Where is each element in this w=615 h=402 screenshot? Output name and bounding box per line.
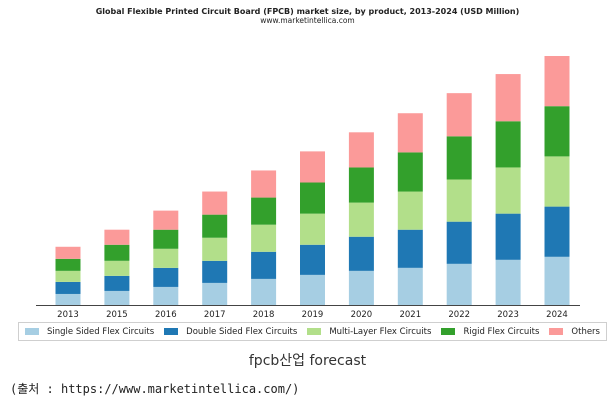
bar-segment — [104, 260, 130, 276]
bar-segment — [397, 113, 423, 153]
bar-segment — [202, 282, 228, 305]
x-tick-label: 2023 — [497, 310, 519, 320]
bar-segment — [202, 260, 228, 283]
bar-segment — [251, 251, 277, 279]
legend-label: Single Sided Flex Circuits — [47, 326, 155, 337]
legend-swatch — [441, 328, 456, 335]
source-note: (출처 : https://www.marketintellica.com/) — [10, 382, 300, 396]
bar-segment — [55, 281, 81, 294]
bar-segment — [397, 191, 423, 230]
bar-segment — [495, 121, 521, 168]
x-tick-label: 2013 — [57, 310, 79, 320]
x-tick-label: 2020 — [351, 310, 373, 320]
legend-swatch — [549, 328, 564, 335]
legend-swatch — [307, 328, 322, 335]
bar-segment — [202, 214, 228, 238]
x-tick-label: 2021 — [399, 310, 421, 320]
bar-segment — [104, 275, 130, 291]
bar-segment — [544, 206, 570, 257]
bar-segment — [544, 256, 570, 305]
bar-segment — [446, 263, 472, 305]
legend-item: Multi-Layer Flex Circuits — [307, 327, 431, 337]
bar-segment — [446, 136, 472, 180]
bar-segment — [446, 221, 472, 264]
bar-segment — [495, 74, 521, 122]
chart-subtitle: www.marketintellica.com — [260, 16, 355, 25]
x-tick-label: 2016 — [155, 310, 177, 320]
figure-caption: fpcb산업 forecast — [248, 353, 367, 369]
bar-segment — [495, 167, 521, 214]
bar-segment — [300, 244, 325, 275]
x-tick-label: 2017 — [204, 310, 226, 320]
bar-segment — [153, 286, 179, 305]
bar-segment — [104, 290, 130, 305]
x-tick-label: 2019 — [302, 310, 324, 320]
bar-segment — [55, 258, 81, 271]
bar-segment — [104, 244, 130, 261]
bar-segment — [251, 170, 277, 198]
bar-segment — [348, 167, 374, 203]
bar-segment — [251, 278, 277, 305]
bar-segment — [544, 106, 570, 157]
legend-swatch — [25, 328, 39, 335]
bar-segment — [495, 259, 521, 305]
bar-segment — [348, 202, 374, 237]
legend-label: Rigid Flex Circuits — [463, 326, 540, 337]
legend-item: Single Sided Flex Circuits — [25, 327, 154, 337]
x-tick-label: 2015 — [106, 310, 128, 320]
legend-label: Others — [571, 326, 600, 337]
bar-segment — [300, 213, 325, 245]
x-tick-label: 2024 — [546, 310, 568, 320]
bar-segment — [397, 229, 423, 268]
bar-segment — [495, 213, 521, 260]
bar-segment — [397, 267, 423, 305]
bar-segment — [544, 56, 570, 107]
bar-segment — [300, 182, 325, 214]
legend-item: Double Sided Flex Circuits — [164, 327, 297, 337]
legend-label: Double Sided Flex Circuits — [186, 326, 298, 337]
bar-segment — [153, 210, 179, 230]
bar-segment — [153, 248, 179, 268]
bar-segment — [202, 191, 228, 215]
bar-segment — [300, 151, 325, 183]
chart-title: Global Flexible Printed Circuit Board (F… — [95, 7, 520, 16]
bar-segment — [300, 274, 325, 305]
bar-segment — [55, 246, 81, 259]
bar-segment — [55, 293, 81, 305]
bar-segment — [153, 229, 179, 249]
bar-segment — [446, 93, 472, 137]
chart-plot: 2013 2015 2016 2017 2018 2019 2020 2021 2022 2023… — [36, 56, 580, 320]
bar-segment — [397, 152, 423, 192]
bar-segment — [104, 229, 130, 245]
bar-segment — [446, 179, 472, 222]
x-tick-label: 2018 — [253, 310, 275, 320]
legend-item: Rigid Flex Circuits — [441, 327, 539, 337]
bar-segment — [348, 132, 374, 168]
chart-legend: Single Sided Flex Circuits Double Sided F… — [18, 322, 607, 341]
bar-segment — [153, 267, 179, 287]
x-tick-label: 2022 — [448, 310, 470, 320]
legend-item: Others — [549, 327, 600, 337]
bar-segment — [202, 237, 228, 261]
legend-swatch — [164, 328, 179, 335]
bar-segment — [251, 197, 277, 225]
bar-segment — [348, 270, 374, 305]
bar-segment — [544, 156, 570, 207]
bar-segment — [55, 270, 81, 282]
bar-segment — [251, 224, 277, 252]
bar-segment — [348, 236, 374, 271]
legend-label: Multi-Layer Flex Circuits — [329, 326, 432, 337]
